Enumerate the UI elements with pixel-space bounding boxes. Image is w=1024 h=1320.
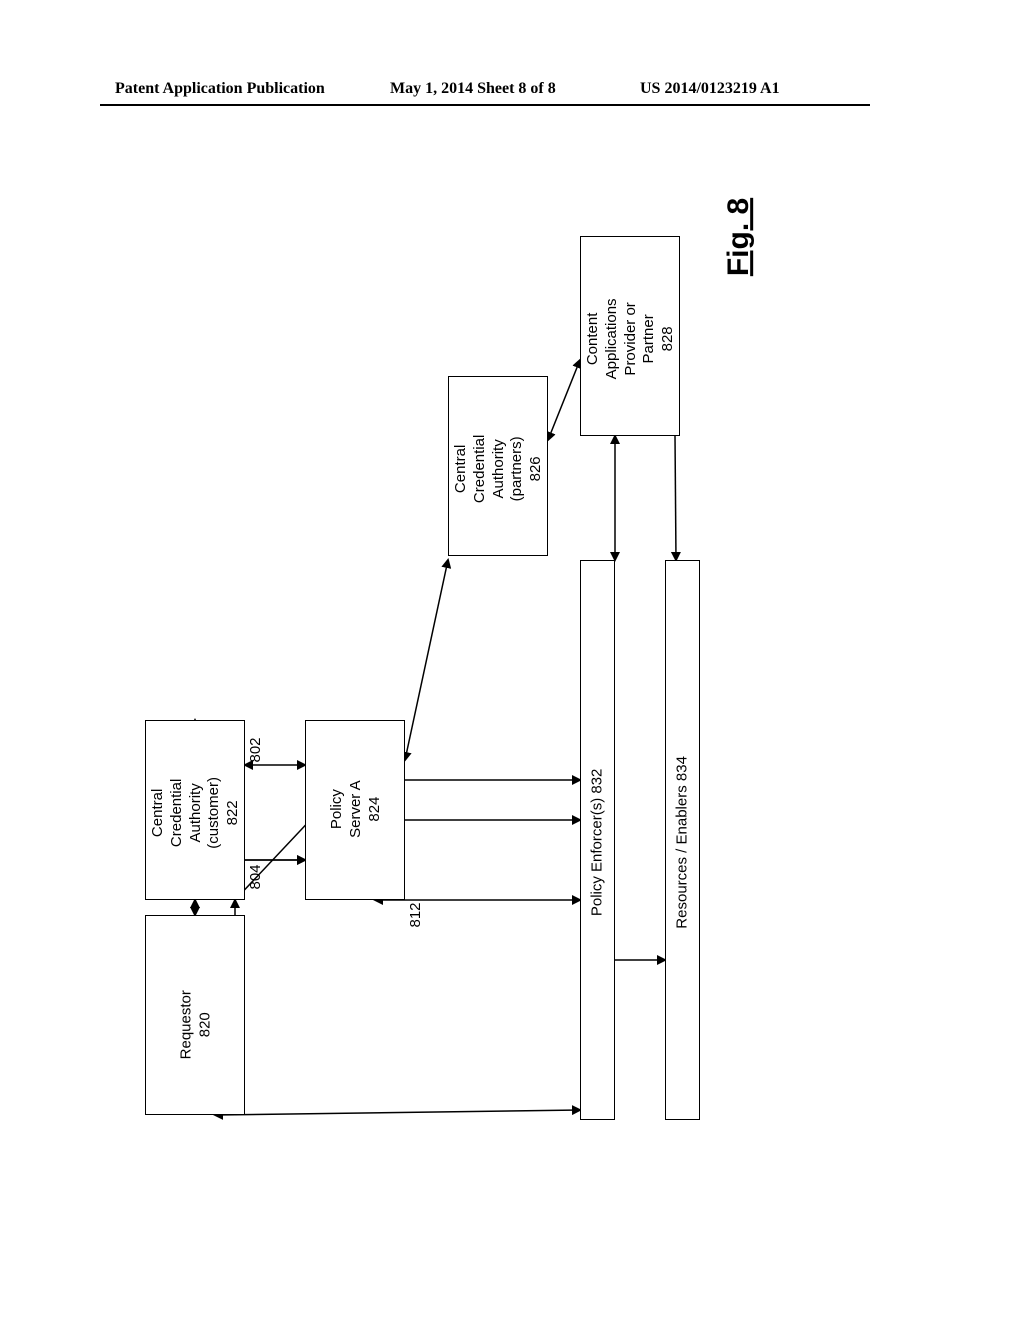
box-cca-customer: Central Credential Authority (customer) … — [145, 720, 245, 900]
figure-label: Fig. 8 — [722, 198, 756, 276]
polA-l1: Policy — [328, 789, 345, 829]
header-left: Patent Application Publication — [115, 80, 325, 98]
cca-part-l3: Authority — [490, 439, 507, 498]
svg-text:812: 812 — [407, 902, 424, 927]
box-content-provider: Content Applications Provider or Partner… — [580, 236, 680, 436]
cca-cust-l4: (customer) — [205, 777, 222, 849]
header-center: May 1, 2014 Sheet 8 of 8 — [390, 80, 556, 98]
cca-part-l5: 826 — [527, 456, 544, 481]
box-policy-enforcers: Policy Enforcer(s) 832 — [580, 560, 615, 1120]
content-l4: Partner — [640, 314, 657, 363]
content-l2: Applications — [603, 298, 620, 379]
header-rule — [100, 104, 870, 106]
requestor-line1: Requestor — [177, 990, 194, 1059]
page: Patent Application Publication May 1, 20… — [0, 0, 1024, 1320]
polA-l3: 824 — [365, 797, 382, 822]
cca-cust-l5: 822 — [224, 800, 241, 825]
box-policy-server-a: Policy Server A 824 — [305, 720, 405, 900]
cca-part-l4: (partners) — [508, 436, 525, 501]
box-cca-partners: Central Credential Authority (partners) … — [448, 376, 548, 556]
polEnf-l1: Policy Enforcer(s) 832 — [589, 769, 606, 917]
svg-text:802: 802 — [247, 737, 264, 762]
polA-l2: Server A — [347, 780, 364, 838]
box-requestor: Requestor 820 — [145, 915, 245, 1115]
box-resources: Resources / Enablers 834 — [665, 560, 700, 1120]
content-l3: Provider or — [622, 302, 639, 375]
content-l1: Content — [584, 313, 601, 366]
cca-cust-l1: Central — [149, 789, 166, 837]
res-l1: Resources / Enablers 834 — [674, 756, 691, 929]
svg-text:804: 804 — [247, 864, 264, 889]
requestor-line2: 820 — [196, 1012, 213, 1037]
content-l5: 828 — [659, 326, 676, 351]
cca-cust-l3: Authority — [187, 783, 204, 842]
cca-part-l1: Central — [452, 445, 469, 493]
cca-part-l2: Credential — [471, 435, 488, 503]
diagram-stage: 800806802804808812 Requestor 820 Central… — [120, 180, 880, 1180]
header-right: US 2014/0123219 A1 — [640, 80, 780, 98]
cca-cust-l2: Credential — [168, 779, 185, 847]
